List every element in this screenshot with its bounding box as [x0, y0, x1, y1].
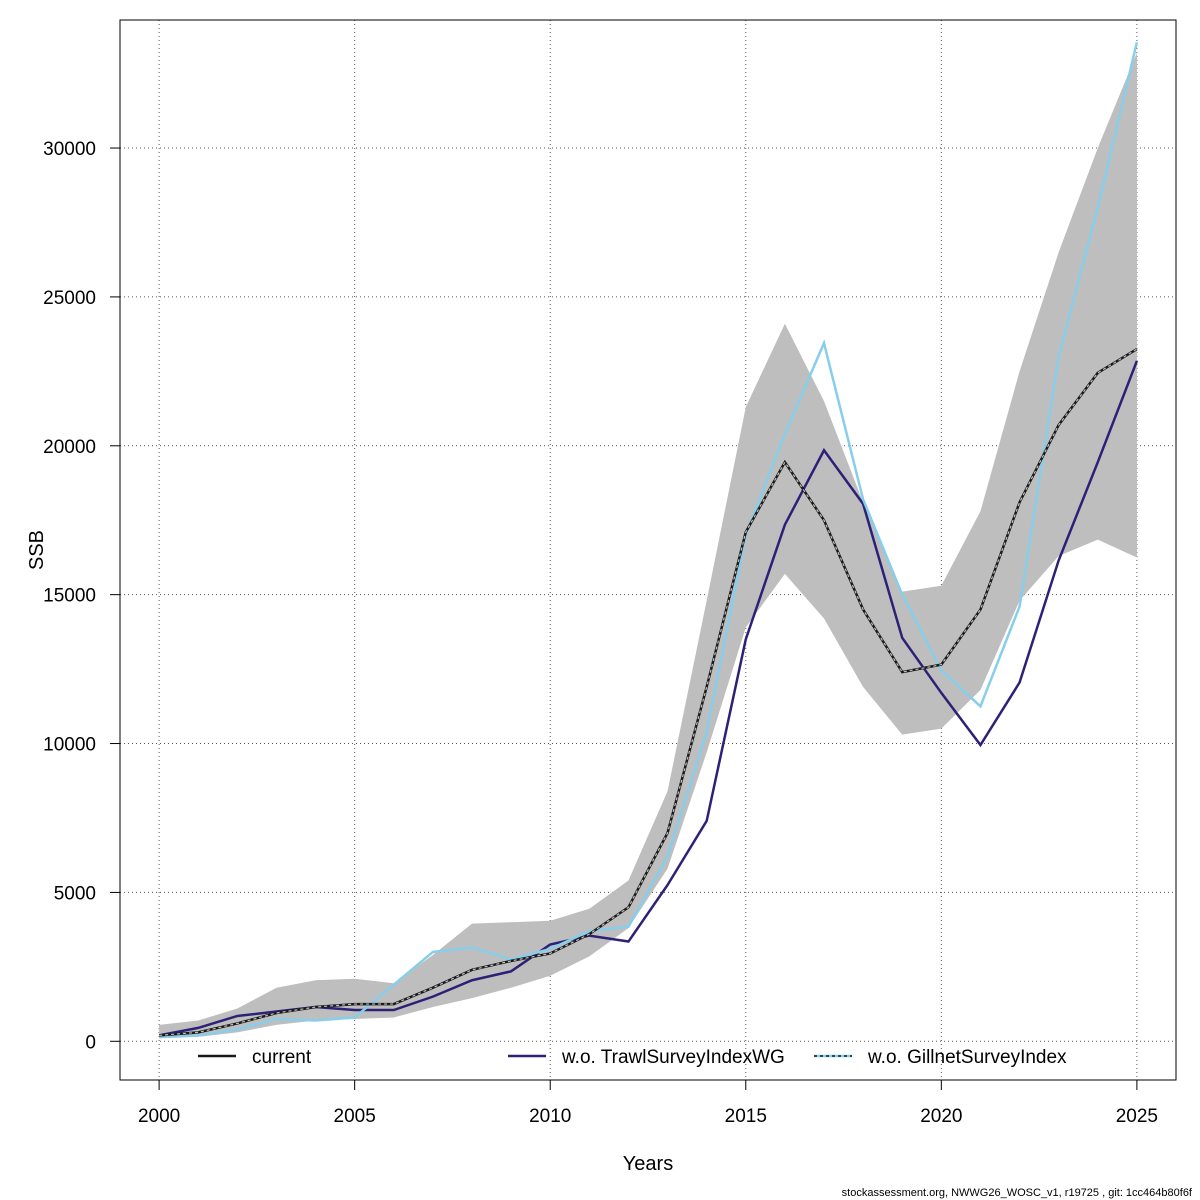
footer-credit: stockassessment.org, NWWG26_WOSC_v1, r19…: [842, 1187, 1193, 1199]
confidence-band: [159, 52, 1137, 1039]
y-tick-label-20000: 20000: [43, 437, 96, 458]
y-tick-label-0: 0: [85, 1032, 96, 1053]
x-tick-label-2000: 2000: [138, 1106, 180, 1127]
legend-label-current: current: [252, 1047, 312, 1068]
y-tick-label-30000: 30000: [43, 139, 96, 160]
x-tick-label-2015: 2015: [725, 1106, 767, 1127]
x-tick-label-2005: 2005: [334, 1106, 376, 1127]
series-line-w-o-gillnetsurveyindex: [159, 42, 1139, 1039]
axes: 2000 2005 2010 2015 2020 2025 0 5000 10000 15000 2…: [43, 139, 1158, 1127]
y-tick-label-25000: 25000: [43, 288, 96, 309]
x-axis-title: Years: [623, 1153, 673, 1175]
y-axis-title: SSB: [26, 530, 48, 570]
confidence-band-layer: [159, 52, 1137, 1039]
legend: current w.o. TrawlSurveyIndexWG w.o. Gilln…: [198, 1047, 1067, 1068]
y-tick-label-5000: 5000: [54, 883, 96, 904]
series-layer: [158, 42, 1139, 1039]
x-tick-label-2020: 2020: [920, 1106, 962, 1127]
legend-label-w-o-trawlsurveyindexwg: w.o. TrawlSurveyIndexWG: [561, 1047, 785, 1068]
legend-label-w-o-gillnetsurveyindex: w.o. GillnetSurveyIndex: [867, 1047, 1067, 1068]
y-tick-label-15000: 15000: [43, 586, 96, 607]
x-tick-label-2010: 2010: [529, 1106, 571, 1127]
series-line-current-dash-overlay: [159, 348, 1138, 1036]
y-tick-label-10000: 10000: [43, 735, 96, 756]
x-tick-label-2025: 2025: [1116, 1106, 1158, 1127]
